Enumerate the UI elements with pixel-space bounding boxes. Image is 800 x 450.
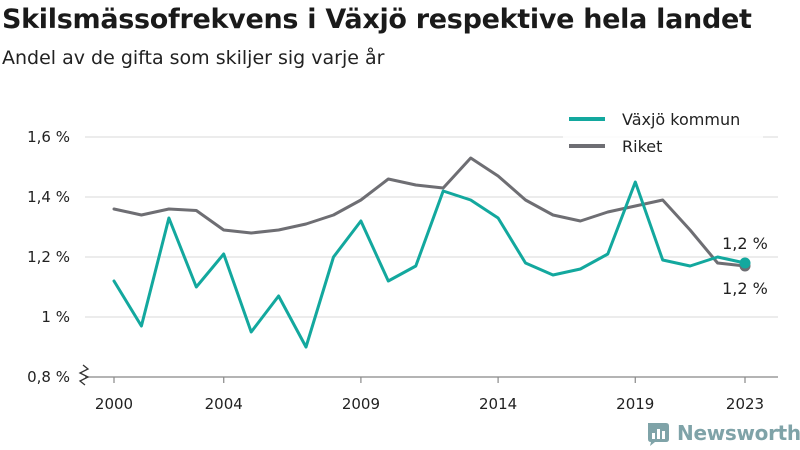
chart-subtitle: Andel av de gifta som skiljer sig varje … [2,47,385,69]
brand-name: Newsworthy [677,421,800,445]
grid-lines [85,136,778,378]
end-labels: 1,2 % 1,2 % [722,234,768,298]
legend-label-vaxjo: Växjö kommun [622,110,740,129]
axis-break-icon [78,364,90,386]
series-line-vaxjo [112,180,747,349]
x-tick-label: 2023 [726,395,764,413]
y-tick-label: 1,4 % [27,188,70,206]
series-line-riket [112,156,747,268]
x-tick-label: 2019 [616,395,654,413]
y-tick-label: 1,6 % [27,128,70,146]
end-point-vaxjo [739,257,751,269]
newsworthy-logo: Newsworthy [645,419,800,447]
y-axis-ticks: 0,8 % 1 % 1,2 % 1,4 % 1,6 % [27,128,90,386]
x-tick-label: 2014 [479,395,517,413]
newsworthy-logo-icon [648,423,669,446]
y-tick-label: 0,8 % [27,368,70,386]
end-label-vaxjo: 1,2 % [722,234,768,253]
legend-label-riket: Riket [622,137,662,156]
chart-title: Skilsmässofrekvens i Växjö respektive he… [2,4,752,35]
y-tick-label: 1,2 % [27,248,70,266]
legend: Växjö kommun Riket [563,107,763,158]
x-tick-label: 2004 [205,395,243,413]
x-tick-label: 2009 [342,395,380,413]
x-axis-ticks: 2000 2004 2009 2014 2019 2023 [95,377,764,413]
series-lines [112,156,751,349]
x-tick-label: 2000 [95,395,133,413]
y-tick-label: 1 % [41,308,70,326]
end-label-riket: 1,2 % [722,279,768,298]
